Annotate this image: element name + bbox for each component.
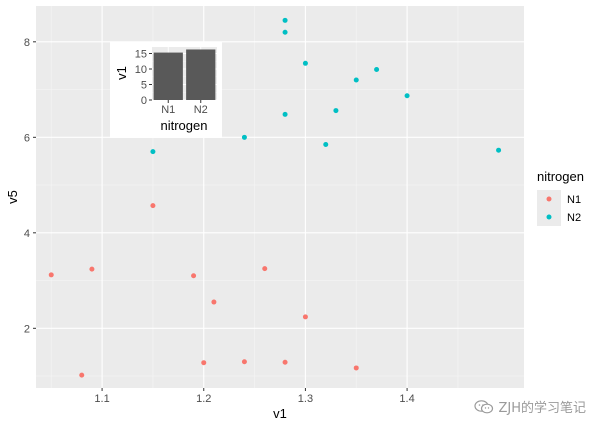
data-point-n2 xyxy=(282,29,288,35)
inset-bars xyxy=(153,49,216,100)
inset-y-tick-label: 10 xyxy=(135,64,147,76)
y-tick-label: 6 xyxy=(24,132,30,144)
data-point-n2 xyxy=(282,17,288,23)
inset-x-tick-label: N2 xyxy=(194,104,208,116)
data-point-n2 xyxy=(241,134,247,140)
data-point-n1 xyxy=(211,299,217,305)
watermark: ZJH的学习笔记 xyxy=(474,397,586,416)
inset-y-tick-label: 15 xyxy=(135,49,147,61)
legend-label-n2: N2 xyxy=(567,212,581,224)
data-point-n1 xyxy=(241,359,247,365)
data-point-n1 xyxy=(302,314,308,320)
x-tick-label: 1.1 xyxy=(94,393,109,405)
inset-y-axis-ticks: 0 5 10 15 xyxy=(135,49,152,107)
x-tick-label: 1.3 xyxy=(298,393,313,405)
data-point-n2 xyxy=(496,147,502,153)
y-tick-label: 2 xyxy=(24,323,30,335)
data-point-n1 xyxy=(282,359,288,365)
legend-marker-n1 xyxy=(546,196,552,202)
legend-title: nitrogen xyxy=(537,169,584,184)
data-point-n1 xyxy=(191,273,197,279)
y-axis-title: v5 xyxy=(5,190,20,204)
data-point-n2 xyxy=(333,108,339,114)
legend-label-n1: N1 xyxy=(567,194,581,206)
watermark-text: ZJH的学习笔记 xyxy=(498,401,586,416)
data-point-n2 xyxy=(302,60,308,66)
data-point-n1 xyxy=(353,365,359,371)
legend-marker-n2 xyxy=(546,214,552,220)
data-point-n1 xyxy=(89,266,95,272)
y-tick-label: 8 xyxy=(24,37,30,49)
plot-panel xyxy=(36,6,524,388)
scatter-points xyxy=(48,17,502,378)
data-point-n2 xyxy=(282,111,288,117)
data-point-n2 xyxy=(323,141,329,147)
data-point-n1 xyxy=(262,266,268,272)
x-tick-label: 1.2 xyxy=(196,393,211,405)
inset-y-tick-label: 5 xyxy=(141,80,147,92)
data-point-n2 xyxy=(374,67,380,73)
x-axis-ticks: 1.1 1.2 1.3 1.4 xyxy=(94,388,415,405)
inset-bar-chart: 0 5 10 15 N1 N2 nitrogen v1 xyxy=(110,42,222,138)
legend: nitrogen N1 N2 xyxy=(537,169,584,226)
data-point-n1 xyxy=(201,360,207,366)
data-point-n2 xyxy=(404,93,410,99)
bar-n1 xyxy=(153,52,183,100)
data-point-n1 xyxy=(48,272,54,278)
inset-x-axis-ticks: N1 N2 xyxy=(161,100,208,116)
x-axis-title: v1 xyxy=(273,406,287,421)
inset-x-tick-label: N1 xyxy=(161,104,175,116)
x-tick-label: 1.4 xyxy=(399,393,414,405)
inset-y-tick-label: 0 xyxy=(141,95,147,107)
data-point-n1 xyxy=(79,372,85,378)
inset-y-axis-title: v1 xyxy=(114,66,129,80)
data-point-n1 xyxy=(150,203,156,209)
y-tick-label: 4 xyxy=(24,228,30,240)
data-point-n2 xyxy=(150,149,156,155)
data-point-n2 xyxy=(353,77,359,83)
y-axis-ticks: 2 4 6 8 xyxy=(24,37,36,335)
inset-x-axis-title: nitrogen xyxy=(161,118,208,133)
bar-n2 xyxy=(186,49,216,100)
wechat-icon xyxy=(474,399,494,413)
